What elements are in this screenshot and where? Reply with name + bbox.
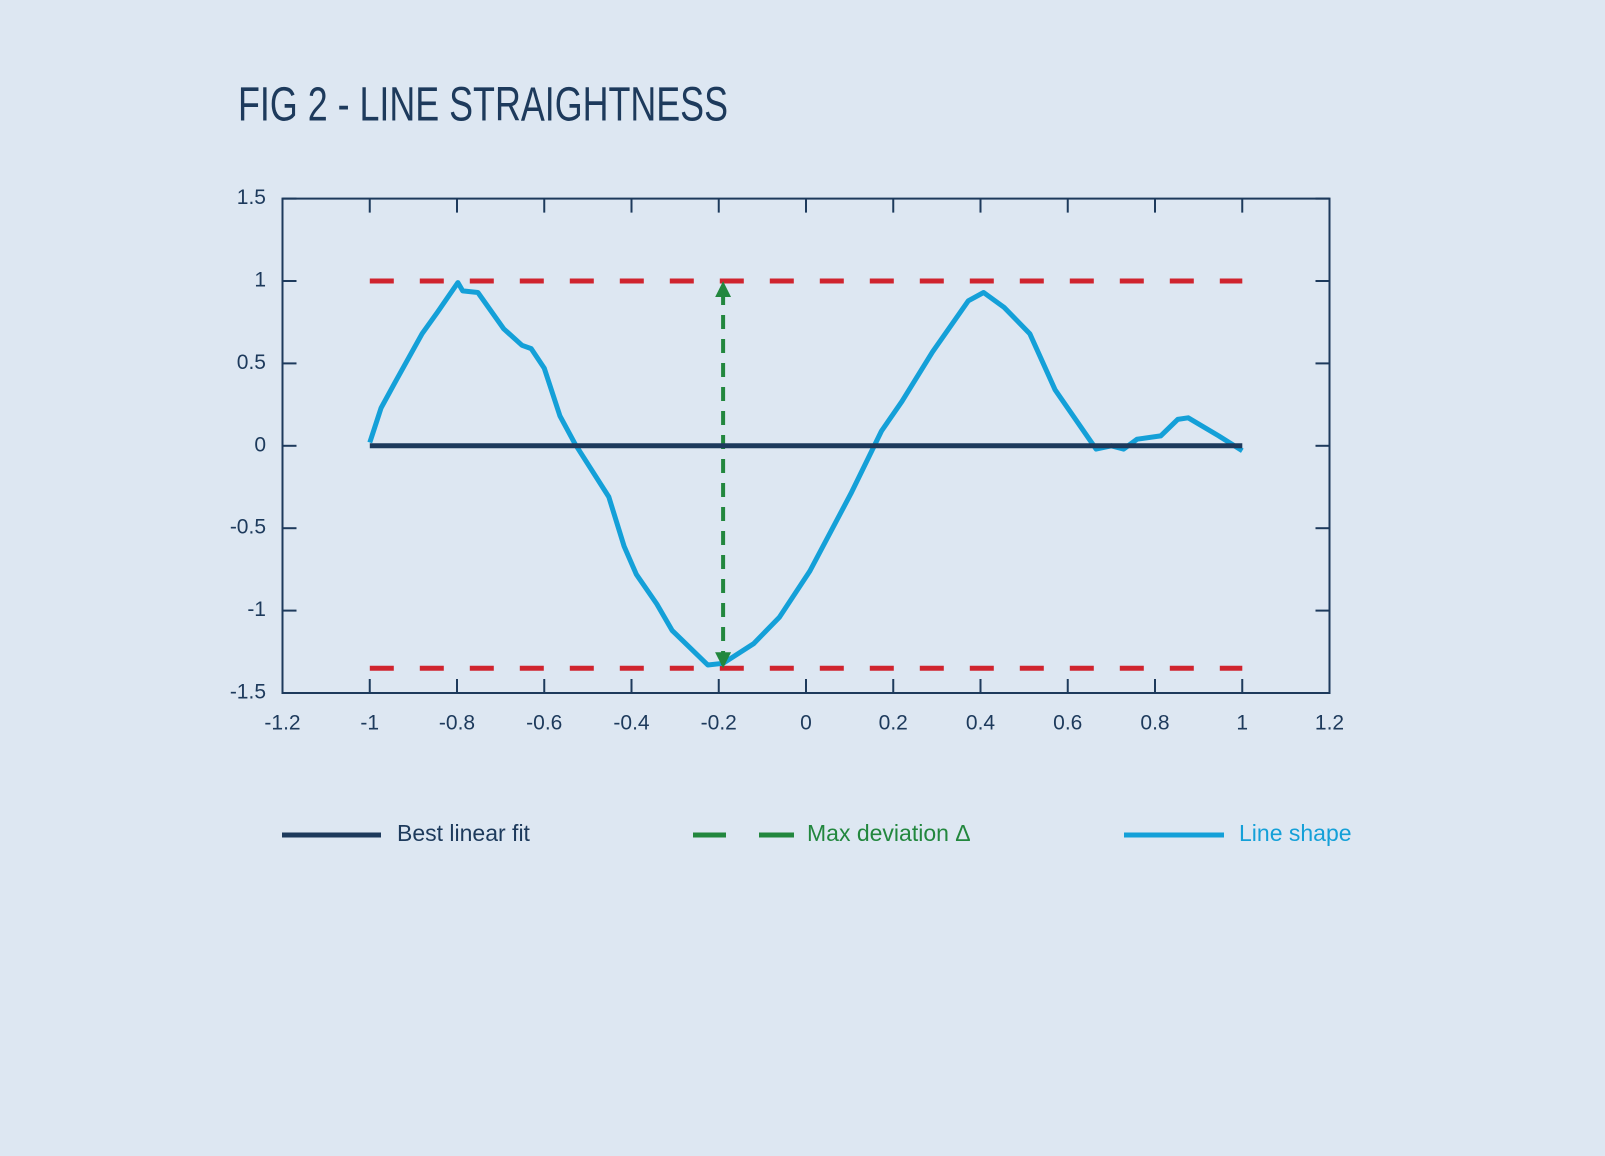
- x-tick-label: -0.6: [526, 712, 562, 735]
- x-tick-label: -0.4: [613, 712, 650, 735]
- x-tick-label: -0.8: [439, 712, 475, 735]
- x-tick-label: 1: [1236, 712, 1248, 735]
- y-tick-label: 1.5: [237, 186, 266, 209]
- y-tick-label: 0.5: [237, 351, 266, 374]
- x-tick-label: -1.2: [264, 712, 300, 735]
- x-tick-label: 0: [800, 712, 812, 735]
- x-tick-label: -1: [360, 712, 379, 735]
- x-tick-label: 0.4: [966, 712, 996, 735]
- x-tick-label: 0.6: [1053, 712, 1082, 735]
- x-tick-label: -0.2: [701, 712, 737, 735]
- y-tick-label: -0.5: [230, 516, 266, 539]
- x-tick-label: 1.2: [1315, 712, 1344, 735]
- y-tick-label: 0: [254, 433, 266, 456]
- y-tick-label: 1: [254, 269, 266, 292]
- chart-title: FIG 2 - LINE STRAIGHTNESS: [238, 79, 728, 132]
- y-tick-label: -1: [247, 598, 266, 621]
- series-line: [367, 280, 1244, 668]
- legend-label: Best linear fit: [397, 820, 531, 846]
- x-tick-label: 0.2: [879, 712, 908, 735]
- legend-label: Line shape: [1239, 820, 1352, 846]
- y-tick-label: -1.5: [230, 681, 266, 704]
- legend-label: Max deviation Δ: [807, 820, 971, 846]
- x-tick-label: 0.8: [1140, 712, 1169, 735]
